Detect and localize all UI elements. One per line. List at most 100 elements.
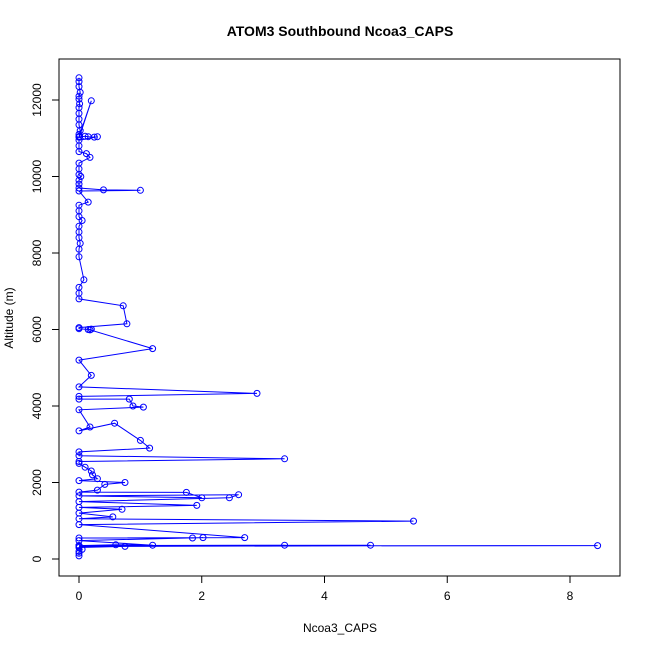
- data-point: [123, 320, 131, 328]
- data-point: [198, 494, 206, 502]
- data-point: [75, 74, 83, 82]
- data-point: [594, 542, 602, 550]
- y-tick-label: 6000: [30, 316, 44, 343]
- data-point: [149, 345, 157, 353]
- data-point: [75, 253, 83, 261]
- data-point: [136, 186, 144, 194]
- data-point: [75, 295, 83, 303]
- data-point: [119, 302, 127, 310]
- data-point: [75, 325, 83, 333]
- data-point: [121, 479, 129, 486]
- data-point: [75, 383, 83, 391]
- data-point: [136, 436, 144, 444]
- data-point: [75, 459, 83, 467]
- data-point: [75, 395, 83, 403]
- x-axis: 0 2 4 6 8: [76, 575, 574, 603]
- y-tick-label: 10000: [30, 159, 44, 193]
- data-point: [109, 513, 117, 521]
- data-point: [76, 100, 84, 108]
- data-point: [75, 78, 83, 86]
- data-point: [82, 150, 90, 158]
- data-point: [75, 427, 83, 435]
- data-point: [118, 505, 126, 513]
- data-point: [90, 133, 98, 141]
- data-point: [93, 133, 101, 141]
- data-point: [253, 389, 261, 397]
- series-points: [75, 74, 602, 560]
- data-point: [367, 541, 374, 549]
- data-point: [93, 486, 101, 494]
- data-point: [146, 444, 154, 452]
- series-path: [77, 77, 598, 556]
- data-point: [149, 541, 157, 549]
- data-point: [75, 488, 83, 496]
- y-axis-label: Altitude (m): [2, 287, 16, 348]
- data-point: [75, 547, 83, 555]
- y-axis: 0 2000 4000 6000 8000 10000 12000: [30, 83, 60, 562]
- data-point: [75, 552, 83, 560]
- data-point: [111, 419, 119, 427]
- data-point: [76, 88, 84, 96]
- data-point: [87, 325, 95, 333]
- data-point: [81, 463, 89, 471]
- data-point: [75, 184, 83, 192]
- data-point: [75, 406, 83, 414]
- x-tick-label: 2: [198, 589, 205, 603]
- data-point: [75, 180, 83, 188]
- y-tick-label: 8000: [30, 239, 44, 266]
- data-point: [75, 245, 83, 253]
- data-point: [86, 153, 94, 161]
- data-point: [410, 517, 417, 525]
- x-tick-label: 8: [567, 589, 574, 603]
- data-point: [75, 356, 83, 364]
- data-point: [121, 542, 129, 550]
- data-point: [75, 92, 83, 100]
- plot-area-border: [58, 58, 621, 577]
- data-point: [75, 448, 83, 456]
- data-point: [81, 132, 89, 140]
- x-tick-label: 6: [444, 589, 451, 603]
- data-point: [75, 477, 83, 485]
- data-point: [77, 173, 85, 180]
- data-point: [199, 534, 207, 542]
- data-point: [281, 455, 289, 463]
- data-point: [235, 491, 243, 499]
- data-point: [86, 423, 94, 431]
- data-point: [129, 402, 137, 410]
- chart-title: ATOM3 Southbound Ncoa3_CAPS: [227, 23, 454, 39]
- y-tick-label: 12000: [30, 83, 44, 117]
- data-point: [241, 534, 249, 542]
- y-tick-label: 4000: [30, 392, 44, 419]
- data-point: [75, 187, 83, 195]
- data-point: [193, 501, 201, 509]
- data-point: [189, 534, 196, 542]
- data-point: [87, 467, 95, 475]
- data-point: [75, 458, 83, 465]
- data-point: [78, 217, 86, 224]
- data-point: [75, 95, 83, 103]
- data-point: [93, 475, 101, 483]
- data-point: [75, 534, 83, 542]
- data-point: [139, 403, 147, 411]
- data-point: [125, 395, 133, 403]
- data-point: [75, 521, 83, 529]
- data-point: [75, 392, 83, 400]
- x-tick-label: 0: [76, 589, 83, 603]
- data-point: [281, 541, 289, 549]
- series-line: [77, 77, 598, 556]
- data-point: [75, 176, 83, 184]
- data-point: [101, 480, 109, 488]
- data-point: [89, 471, 96, 479]
- data-point: [75, 549, 83, 557]
- data-point: [87, 97, 95, 105]
- data-point: [86, 326, 94, 334]
- data-point: [182, 488, 190, 496]
- x-tick-label: 4: [321, 589, 328, 603]
- y-tick-label: 0: [30, 555, 44, 562]
- data-point: [80, 276, 88, 284]
- y-tick-label: 2000: [30, 469, 44, 496]
- data-point: [75, 148, 83, 156]
- x-axis-label: Ncoa3_CAPS: [303, 621, 377, 635]
- data-point: [100, 186, 107, 194]
